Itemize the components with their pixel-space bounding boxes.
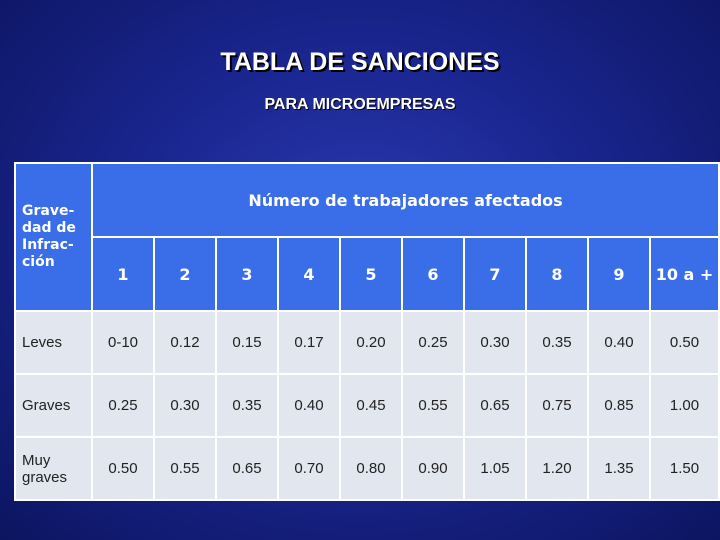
worker-count-header: 5 — [339, 236, 403, 312]
worker-count-header: 10 a + — [648, 236, 720, 312]
row-label: Muy graves — [14, 436, 93, 501]
table-cell: 0.30 — [153, 373, 217, 438]
table-row: Muy graves 0.50 0.55 0.65 0.70 0.80 0.90… — [14, 436, 720, 501]
slide-title: TABLA DE SANCIONES — [220, 48, 500, 76]
table-cell: 1.50 — [648, 436, 720, 501]
row-label: Leves — [14, 310, 93, 375]
table-cell: 0.15 — [215, 310, 279, 375]
table-row: Leves 0-10 0.12 0.15 0.17 0.20 0.25 0.30… — [14, 310, 720, 375]
table-cell: 0.25 — [91, 373, 155, 438]
table-cell: 0.85 — [587, 373, 651, 438]
worker-count-header: 3 — [215, 236, 279, 312]
table-cell: 0.55 — [153, 436, 217, 501]
table-cell: 0.50 — [648, 310, 720, 375]
severity-column-header: Grave-dad de Infrac-ción — [14, 162, 93, 312]
table-cell: 0.70 — [277, 436, 341, 501]
table-cell: 0.75 — [525, 373, 589, 438]
table-cell: 0.90 — [401, 436, 465, 501]
table-cell: 0.30 — [463, 310, 527, 375]
table-cell: 0.20 — [339, 310, 403, 375]
table-cell: 1.20 — [525, 436, 589, 501]
sanctions-table: Grave-dad de Infrac-ción Número de traba… — [14, 162, 720, 501]
table-cell: 0.50 — [91, 436, 155, 501]
table-cell: 0.40 — [277, 373, 341, 438]
table-cell: 0.55 — [401, 373, 465, 438]
table-header-row: Grave-dad de Infrac-ción Número de traba… — [14, 162, 720, 312]
worker-count-header: 1 — [91, 236, 155, 312]
table-cell: 0.45 — [339, 373, 403, 438]
worker-count-header: 4 — [277, 236, 341, 312]
table-cell: 0.12 — [153, 310, 217, 375]
worker-count-header: 9 — [587, 236, 651, 312]
worker-count-header: 2 — [153, 236, 217, 312]
row-label: Graves — [14, 373, 93, 438]
table-cell: 1.35 — [587, 436, 651, 501]
table-cell: 0-10 — [91, 310, 155, 375]
table-cell: 1.05 — [463, 436, 527, 501]
table-cell: 0.35 — [215, 373, 279, 438]
table-cell: 0.65 — [463, 373, 527, 438]
table-cell: 1.00 — [648, 373, 720, 438]
workers-group-header: Número de trabajadores afectados — [90, 162, 720, 238]
table-cell: 0.40 — [587, 310, 651, 375]
table-row: Graves 0.25 0.30 0.35 0.40 0.45 0.55 0.6… — [14, 373, 720, 438]
table-cell: 0.25 — [401, 310, 465, 375]
slide-subtitle: PARA MICROEMPRESAS — [264, 96, 456, 113]
table-cell: 0.17 — [277, 310, 341, 375]
table-cell: 0.65 — [215, 436, 279, 501]
worker-count-header: 7 — [463, 236, 527, 312]
worker-count-header: 6 — [401, 236, 465, 312]
worker-count-header: 8 — [525, 236, 589, 312]
table-cell: 0.80 — [339, 436, 403, 501]
table-cell: 0.35 — [525, 310, 589, 375]
worker-count-header-row: 1 2 3 4 5 6 7 8 9 10 a + — [15, 236, 720, 312]
